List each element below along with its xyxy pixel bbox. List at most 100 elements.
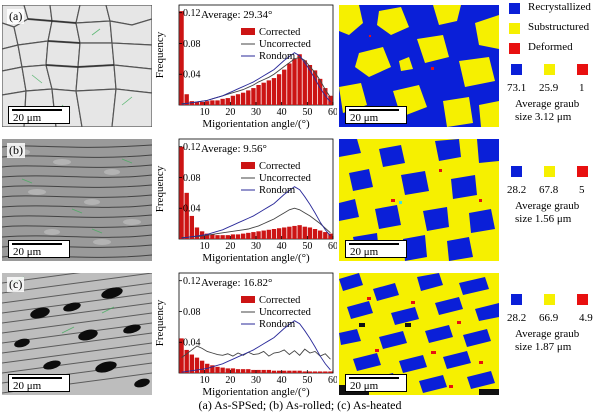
corrected-bar bbox=[297, 54, 302, 105]
micrograph-a-image bbox=[2, 5, 152, 127]
corrected-legend-swatch bbox=[241, 162, 255, 169]
corrected-legend-label: Corrected bbox=[259, 295, 301, 306]
deformed-percent: 5 bbox=[579, 184, 585, 196]
stats-b: 28.2 67.8 5 Average graub size 1.56 μm bbox=[503, 164, 600, 234]
y-tick-label: 0.04 bbox=[183, 70, 201, 81]
scale-bar: 20 μm bbox=[345, 106, 407, 124]
corrected-bar bbox=[225, 235, 230, 239]
recrystallized-swatch bbox=[511, 294, 522, 305]
y-tick-label: 0.12 bbox=[183, 142, 201, 153]
corrected-bar bbox=[251, 232, 256, 239]
y-axis-label: Frequency bbox=[154, 299, 166, 346]
corrected-bar bbox=[199, 101, 205, 105]
figure-caption: (a) As-SPSed; (b) As-rolled; (c) As-heat… bbox=[198, 398, 402, 412]
y-axis-label: Frequency bbox=[154, 31, 166, 78]
corrected-bar bbox=[276, 228, 282, 239]
average-label: Average: 9.56° bbox=[201, 143, 267, 155]
substructured-swatch bbox=[509, 23, 520, 34]
x-tick-label: 40 bbox=[277, 375, 287, 386]
stats-c: 28.2 66.9 4.9 Average graub size 1.87 μm bbox=[503, 292, 600, 362]
corrected-bar bbox=[317, 78, 323, 105]
corrected-legend-label: Corrected bbox=[259, 27, 301, 38]
corrected-bar bbox=[179, 338, 184, 373]
corrected-bar bbox=[307, 65, 313, 105]
corrected-bar bbox=[261, 82, 266, 105]
uncorrected-legend-label: Uncorrected bbox=[259, 39, 312, 50]
corrected-bar bbox=[256, 369, 261, 373]
x-tick-label: 40 bbox=[277, 241, 287, 252]
grain-size-line2: size 1.56 μm bbox=[515, 213, 572, 225]
corrected-bar bbox=[256, 85, 261, 105]
corrected-bar bbox=[317, 230, 323, 239]
corrected-bar bbox=[235, 369, 241, 373]
phase-legend: Recrystallized Substructured Deformed bbox=[506, 0, 600, 60]
panel-label: (b) bbox=[7, 143, 25, 158]
uncorrected-legend-label: Uncorrected bbox=[259, 307, 312, 318]
histogram-c: 10 20 30 40 50 60 0.04 0.08 0.12 Migorientation a… bbox=[154, 272, 337, 398]
grain-size-line2: size 3.12 μm bbox=[515, 111, 572, 123]
ebsd-map-c: 20 μm bbox=[339, 273, 499, 395]
recrystallized-label: Recrystallized bbox=[528, 1, 591, 13]
corrected-bar bbox=[276, 370, 282, 373]
corrected-bar bbox=[297, 225, 302, 239]
corrected-legend-label: Corrected bbox=[259, 161, 301, 172]
micrograph-c: (c) 20 μm bbox=[2, 273, 152, 395]
x-tick-label: 60 bbox=[328, 107, 337, 118]
x-tick-label: 10 bbox=[200, 375, 210, 386]
recrystallized-percent: 28.2 bbox=[507, 312, 527, 324]
y-tick-label: 0.08 bbox=[183, 39, 201, 50]
corrected-bar bbox=[292, 225, 297, 239]
corrected-legend-swatch bbox=[241, 28, 255, 35]
corrected-bar bbox=[266, 369, 272, 373]
x-tick-label: 30 bbox=[251, 375, 261, 386]
corrected-bar bbox=[199, 360, 205, 373]
corrected-bar bbox=[266, 80, 272, 105]
x-tick-label: 10 bbox=[200, 241, 210, 252]
corrected-bar bbox=[276, 74, 282, 105]
plot-frame bbox=[178, 272, 334, 374]
random-line bbox=[181, 186, 331, 239]
histogram-b: 10 20 30 40 50 60 0.04 0.08 0.12 Migorientation a… bbox=[154, 138, 337, 264]
stats-a: 73.1 25.9 1 Average graub size 3.12 μm bbox=[503, 62, 600, 132]
corrected-bar bbox=[302, 226, 307, 239]
panel-label: (c) bbox=[7, 277, 25, 292]
random-legend-label: Rondom bbox=[259, 185, 295, 196]
deformed-percent: 1 bbox=[579, 82, 585, 94]
corrected-bar bbox=[251, 88, 256, 105]
recrystallized-swatch bbox=[509, 3, 520, 14]
corrected-bar bbox=[323, 371, 328, 373]
scale-bar: 20 μm bbox=[345, 374, 407, 392]
x-tick-label: 50 bbox=[302, 107, 312, 118]
deformed-swatch bbox=[577, 294, 588, 305]
uncorrected-line bbox=[181, 345, 331, 360]
scale-bar-label: 20 μm bbox=[350, 112, 379, 124]
x-tick-label: 20 bbox=[225, 241, 235, 252]
average-label: Average: 16.82° bbox=[201, 277, 272, 289]
scale-bar: 20 μm bbox=[8, 240, 70, 258]
deformed-swatch bbox=[577, 166, 588, 177]
random-line bbox=[181, 320, 331, 373]
scale-bar-label: 20 μm bbox=[13, 112, 42, 124]
y-tick-label: 0.04 bbox=[183, 204, 201, 215]
corrected-bar bbox=[261, 230, 266, 239]
x-tick-label: 40 bbox=[277, 107, 287, 118]
scale-bar: 20 μm bbox=[8, 374, 70, 392]
substructured-label: Substructured bbox=[528, 21, 590, 33]
corrected-bar bbox=[230, 368, 236, 373]
corrected-bar bbox=[302, 371, 307, 373]
random-line bbox=[181, 52, 331, 105]
corrected-bar bbox=[312, 70, 318, 105]
corrected-bar bbox=[215, 235, 220, 239]
corrected-bar bbox=[246, 369, 251, 373]
x-tick-label: 20 bbox=[225, 107, 235, 118]
corrected-bar bbox=[179, 11, 184, 105]
substructured-swatch bbox=[544, 294, 555, 305]
corrected-bar bbox=[292, 58, 297, 105]
recrystallized-percent: 73.1 bbox=[507, 82, 527, 94]
scale-bar-label: 20 μm bbox=[350, 246, 379, 258]
corrected-bar bbox=[307, 227, 313, 239]
corrected-bar bbox=[210, 234, 215, 239]
corrected-bar bbox=[271, 370, 277, 373]
scale-bar-label: 20 μm bbox=[350, 380, 379, 392]
scale-bar-label: 20 μm bbox=[13, 246, 42, 258]
